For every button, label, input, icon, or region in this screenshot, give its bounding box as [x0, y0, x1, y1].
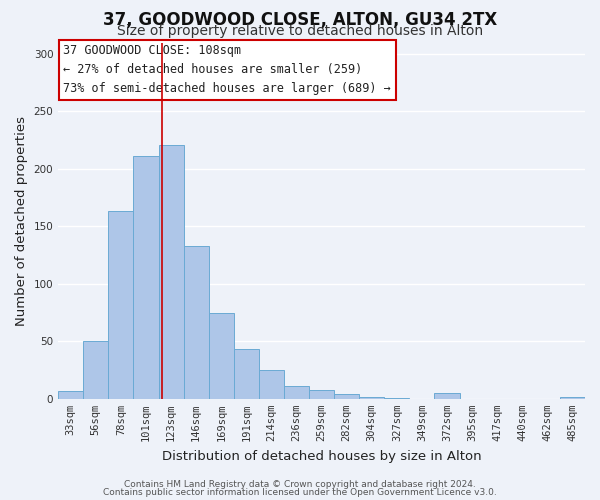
Bar: [334, 394, 359, 399]
Bar: [284, 386, 309, 399]
Bar: [234, 350, 259, 399]
Text: Contains public sector information licensed under the Open Government Licence v3: Contains public sector information licen…: [103, 488, 497, 497]
Bar: [209, 312, 234, 399]
Bar: [309, 390, 334, 399]
Bar: [434, 393, 460, 399]
Bar: [158, 145, 184, 399]
Text: Contains HM Land Registry data © Crown copyright and database right 2024.: Contains HM Land Registry data © Crown c…: [124, 480, 476, 489]
Y-axis label: Number of detached properties: Number of detached properties: [15, 116, 28, 326]
Text: 37, GOODWOOD CLOSE, ALTON, GU34 2TX: 37, GOODWOOD CLOSE, ALTON, GU34 2TX: [103, 11, 497, 29]
Bar: [184, 246, 209, 399]
Text: Size of property relative to detached houses in Alton: Size of property relative to detached ho…: [117, 24, 483, 38]
Bar: [109, 212, 133, 399]
Bar: [359, 396, 385, 399]
Text: 37 GOODWOOD CLOSE: 108sqm
← 27% of detached houses are smaller (259)
73% of semi: 37 GOODWOOD CLOSE: 108sqm ← 27% of detac…: [64, 44, 391, 96]
Bar: [133, 156, 158, 399]
X-axis label: Distribution of detached houses by size in Alton: Distribution of detached houses by size …: [162, 450, 481, 462]
Bar: [58, 391, 83, 399]
Bar: [259, 370, 284, 399]
Bar: [385, 398, 409, 399]
Bar: [83, 342, 109, 399]
Bar: [560, 396, 585, 399]
